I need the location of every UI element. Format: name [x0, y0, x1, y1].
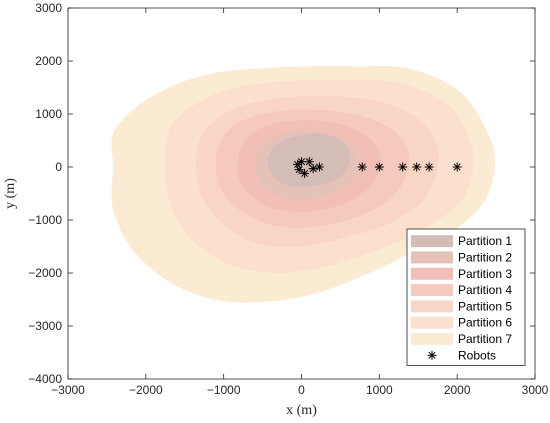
y-tick-label: −1000: [28, 213, 62, 227]
legend: Partition 1 Partition 2 Partition 3 Partiti…: [406, 228, 526, 366]
x-tick-label: 2000: [444, 383, 471, 397]
y-tick-label: 1000: [35, 107, 62, 121]
robot-marker: [374, 162, 384, 172]
legend-swatch-robots: [427, 350, 437, 360]
x-tick-label: 1000: [366, 383, 393, 397]
legend-swatch-partition-6: [411, 316, 453, 329]
y-tick-label: 2000: [35, 54, 62, 68]
axes: −3000 −2000 −1000 0 1000 2000 3000−4000−3000−2…: [28, 1, 548, 397]
robot-marker: [314, 162, 324, 172]
robot-marker: [357, 162, 367, 172]
robot-marker: [297, 157, 306, 167]
x-tick-label: −2000: [129, 383, 163, 397]
plot-area: [111, 66, 495, 303]
y-tick-label: −2000: [28, 266, 62, 280]
x-tick-label: 3000: [522, 383, 549, 397]
legend-swatch-partition-4: [411, 284, 453, 297]
robot-marker: [300, 168, 310, 178]
legend-label-partition-5: Partition 5: [458, 299, 512, 313]
legend-swatch-partition-7: [411, 332, 453, 345]
partition-1-region: [267, 133, 350, 188]
legend-label-partition-6: Partition 6: [458, 316, 512, 330]
y-tick-label: 0: [55, 160, 62, 174]
robot-marker: [398, 162, 408, 172]
x-axis-label: x (m): [286, 403, 317, 418]
robot-marker: [304, 157, 314, 167]
y-axis-label: y (m): [3, 178, 18, 209]
y-tick-label: −4000: [28, 372, 62, 386]
legend-label-partition-4: Partition 4: [458, 283, 512, 297]
robot-marker: [294, 165, 304, 175]
x-tick-label: 0: [298, 383, 305, 397]
y-tick-label: −3000: [28, 319, 62, 333]
y-tick-label: 3000: [35, 1, 62, 15]
legend-label-partition-2: Partition 2: [458, 250, 512, 264]
legend-label-robots: Robots: [458, 348, 496, 362]
robot-marker: [424, 162, 434, 172]
robot-marker: [308, 164, 318, 174]
legend-label-partition-7: Partition 7: [458, 332, 512, 346]
legend-swatch-partition-5: [411, 300, 453, 313]
x-tick-label: −1000: [207, 383, 241, 397]
robots-layer: [293, 157, 462, 178]
legend-swatch-partition-2: [411, 251, 453, 264]
x-tick-label: −3000: [51, 383, 85, 397]
robot-marker: [412, 162, 422, 172]
legend-label-partition-1: Partition 1: [458, 234, 512, 248]
legend-swatch-partition-3: [411, 267, 453, 280]
legend-label-partition-3: Partition 3: [458, 267, 512, 281]
legend-swatch-partition-1: [411, 235, 453, 248]
robot-marker: [452, 162, 462, 172]
